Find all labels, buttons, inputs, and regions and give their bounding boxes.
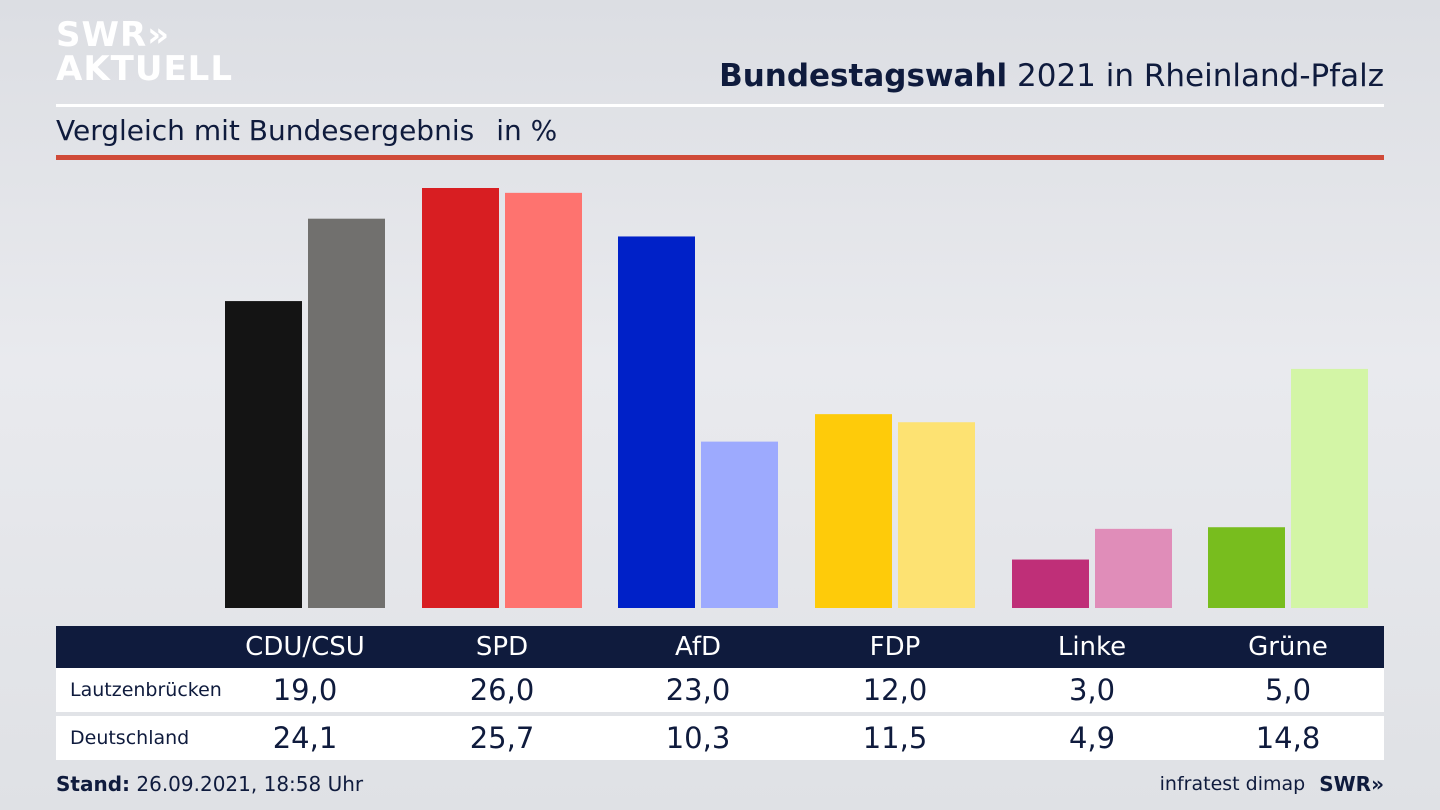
source-label: infratest dimap — [1159, 773, 1306, 795]
stand-value: 26.09.2021, 18:58 Uhr — [130, 772, 364, 796]
bar-fdp-lautzenbruecken — [815, 414, 892, 608]
header-divider — [56, 104, 1384, 107]
bar-cdu-csu-deutschland — [308, 218, 385, 608]
party-header-spd: SPD — [475, 632, 529, 662]
party-header-afd: AfD — [674, 632, 722, 662]
party-header-fdp: FDP — [869, 632, 921, 662]
swr-aktuell-logo: SWR» AKTUELL — [56, 18, 233, 86]
value-lautzenbruecken-afd: 23,0 — [665, 673, 731, 707]
value-deutschland-spd: 25,7 — [469, 721, 535, 755]
bar-gruene-deutschland — [1291, 368, 1368, 608]
value-deutschland-fdp: 11,5 — [862, 721, 928, 755]
source-credit: infratest dimap SWR» — [1160, 772, 1384, 796]
logo-line-1: SWR» — [56, 15, 171, 55]
subtitle-divider — [56, 155, 1384, 160]
timestamp: Stand: 26.09.2021, 18:58 Uhr — [56, 772, 363, 796]
value-deutschland-linke: 4,9 — [1068, 721, 1116, 755]
value-lautzenbruecken-gruene: 5,0 — [1264, 673, 1312, 707]
party-header-cdu-csu: CDU/CSU — [245, 632, 365, 662]
row-label-lautzenbruecken: Lautzenbrücken — [70, 679, 222, 701]
bar-afd-deutschland — [701, 441, 778, 608]
title-bold: Bundestagswahl — [719, 58, 1008, 94]
party-header-row: CDU/CSU SPD AfD FDP Linke Grüne — [56, 626, 1384, 668]
results-table: CDU/CSU SPD AfD FDP Linke Grüne Lautzenbrücke… — [56, 626, 1384, 760]
logo-line-2: AKTUELL — [56, 49, 234, 89]
table-row-lautzenbruecken: Lautzenbrücken 19,0 26,0 23,0 12,0 3,0 5,0 — [56, 668, 1384, 712]
party-header-gruene: Grüne — [1248, 632, 1328, 662]
party-header-linke: Linke — [1057, 632, 1127, 662]
value-lautzenbruecken-spd: 26,0 — [469, 673, 535, 707]
unit-label: in % — [496, 114, 558, 147]
value-deutschland-gruene: 14,8 — [1255, 721, 1321, 755]
value-lautzenbruecken-cdu-csu: 19,0 — [272, 673, 338, 707]
bar-afd-lautzenbruecken — [618, 236, 695, 608]
swr-brand-logo: SWR» — [1319, 772, 1384, 796]
stand-label: Stand: — [56, 772, 131, 796]
bar-cdu-csu-lautzenbruecken — [225, 301, 302, 608]
bar-fdp-deutschland — [898, 422, 975, 608]
bar-linke-deutschland — [1095, 528, 1172, 608]
table-row-deutschland: Deutschland 24,1 25,7 10,3 11,5 4,9 14,8 — [56, 716, 1384, 760]
bar-gruene-lautzenbruecken — [1208, 527, 1285, 608]
value-deutschland-afd: 10,3 — [665, 721, 731, 755]
chart-subtitle: Vergleich mit Bundesergebnis in % — [56, 114, 557, 147]
row-label-deutschland: Deutschland — [70, 727, 190, 749]
title-rest: 2021 in Rheinland-Pfalz — [1007, 58, 1384, 94]
value-lautzenbruecken-fdp: 12,0 — [862, 673, 928, 707]
value-lautzenbruecken-linke: 3,0 — [1068, 673, 1116, 707]
bar-linke-lautzenbruecken — [1012, 559, 1089, 608]
bar-spd-deutschland — [505, 192, 582, 608]
subtitle-text: Vergleich mit Bundesergebnis — [56, 114, 475, 147]
page-title: Bundestagswahl 2021 in Rheinland-Pfalz — [719, 58, 1384, 94]
value-deutschland-cdu-csu: 24,1 — [272, 721, 338, 755]
bar-spd-lautzenbruecken — [422, 188, 499, 608]
